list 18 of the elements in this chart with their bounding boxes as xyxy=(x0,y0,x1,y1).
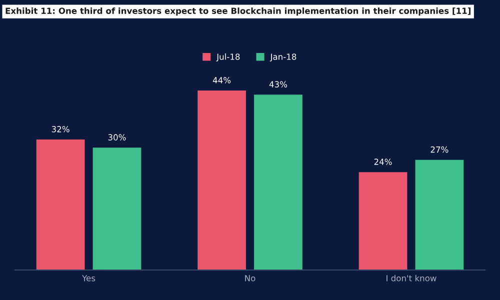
data-label: 32% xyxy=(52,126,70,132)
bar xyxy=(198,90,246,270)
data-label: 27% xyxy=(430,146,448,153)
data-label: 43% xyxy=(269,81,288,88)
bar xyxy=(358,172,408,270)
legend-label: Jan-18 xyxy=(270,54,296,62)
bar xyxy=(415,160,464,270)
data-label: 24% xyxy=(374,158,392,165)
chart-title: Exhibit 11: One third of investors expect to see Blockchain implementation in their companies [11] xyxy=(6,8,470,16)
x-tick-label: I don't know xyxy=(386,274,436,282)
x-tick-label: No xyxy=(245,275,256,282)
legend-label: Jul-18 xyxy=(216,53,240,62)
x-tick-label: Yes xyxy=(82,275,96,282)
bar xyxy=(36,139,85,270)
data-label: 44% xyxy=(212,77,231,84)
data-label: 30% xyxy=(108,134,126,140)
bar xyxy=(254,94,302,270)
bar xyxy=(92,148,142,270)
